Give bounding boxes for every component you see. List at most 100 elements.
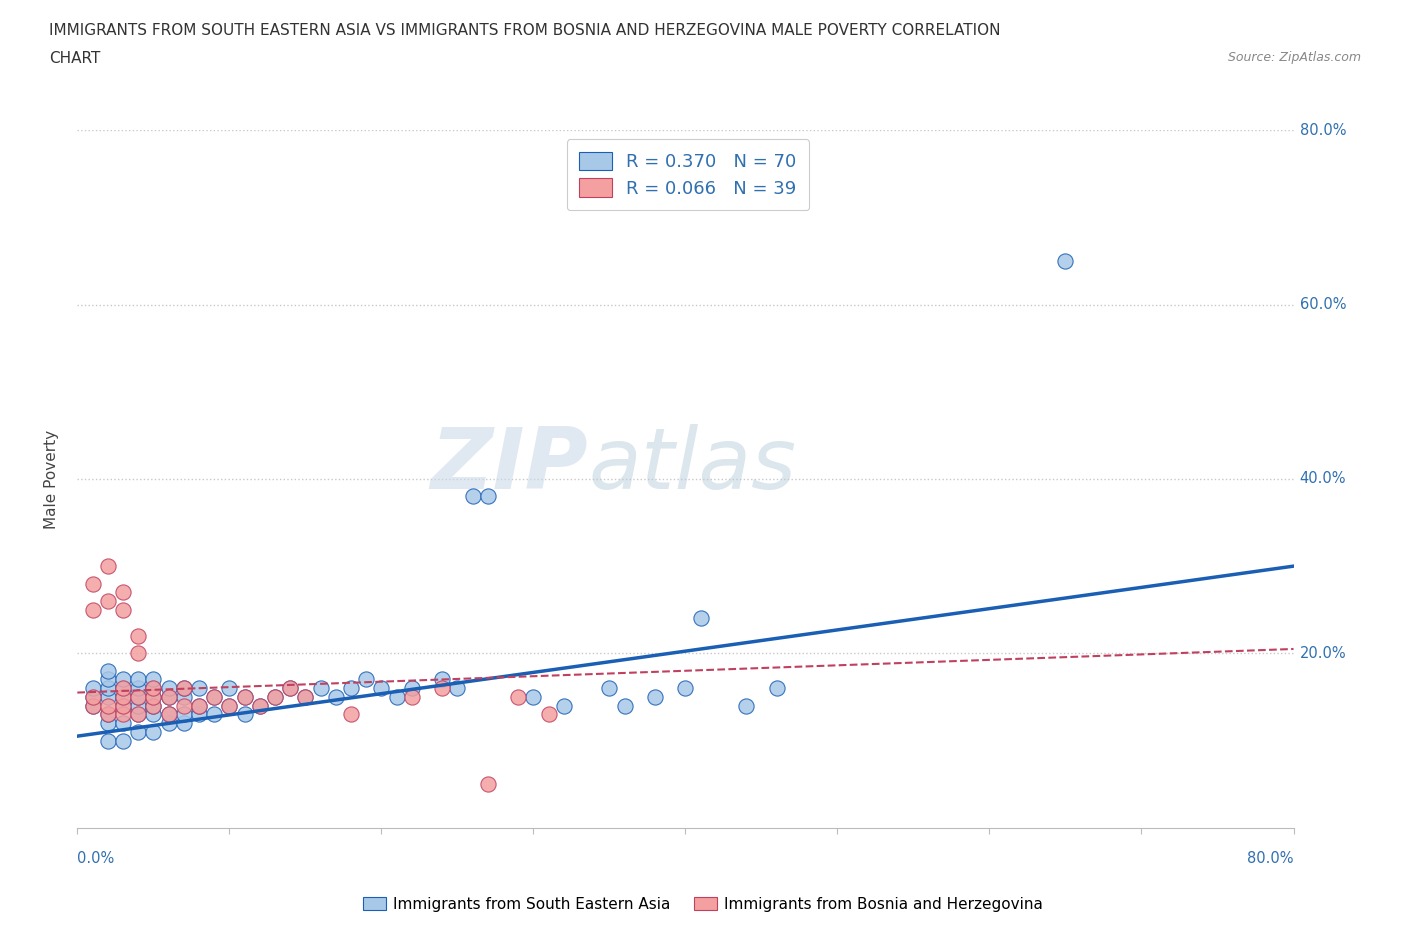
Point <box>127 646 149 661</box>
Point <box>127 689 149 704</box>
Point <box>233 707 256 722</box>
Point <box>127 689 149 704</box>
Point <box>613 698 636 713</box>
Point <box>127 681 149 696</box>
Point <box>218 698 240 713</box>
Point <box>111 716 134 731</box>
Point <box>97 672 120 687</box>
Point <box>354 672 377 687</box>
Point <box>111 698 134 713</box>
Point <box>111 585 134 600</box>
Point <box>173 681 195 696</box>
Point <box>142 707 165 722</box>
Text: 40.0%: 40.0% <box>1299 472 1346 486</box>
Text: ZIP: ZIP <box>430 423 588 507</box>
Point <box>446 681 468 696</box>
Point <box>97 689 120 704</box>
Point <box>97 716 120 731</box>
Text: atlas: atlas <box>588 423 796 507</box>
Point <box>97 733 120 748</box>
Point <box>173 716 195 731</box>
Text: 80.0%: 80.0% <box>1299 123 1346 138</box>
Point <box>249 698 271 713</box>
Point <box>689 611 711 626</box>
Point <box>111 707 134 722</box>
Point <box>278 681 301 696</box>
Point <box>173 698 195 713</box>
Point <box>173 707 195 722</box>
Point <box>340 707 363 722</box>
Point <box>142 698 165 713</box>
Point <box>157 689 180 704</box>
Point <box>249 698 271 713</box>
Point <box>111 603 134 618</box>
Point <box>157 681 180 696</box>
Point <box>325 689 347 704</box>
Point <box>111 681 134 696</box>
Point <box>675 681 697 696</box>
Point <box>188 698 211 713</box>
Point <box>97 593 120 608</box>
Point <box>142 724 165 739</box>
Point <box>97 707 120 722</box>
Point <box>340 681 363 696</box>
Text: 60.0%: 60.0% <box>1299 297 1346 312</box>
Point <box>127 698 149 713</box>
Point <box>188 707 211 722</box>
Point <box>401 689 423 704</box>
Point <box>157 707 180 722</box>
Text: 80.0%: 80.0% <box>1247 851 1294 866</box>
Point <box>644 689 666 704</box>
Point <box>97 698 120 713</box>
Point <box>97 663 120 678</box>
Point <box>157 716 180 731</box>
Point <box>553 698 575 713</box>
Point <box>142 681 165 696</box>
Point <box>202 707 225 722</box>
Point <box>111 689 134 704</box>
Point <box>477 489 499 504</box>
Point <box>142 689 165 704</box>
Point <box>233 689 256 704</box>
Point <box>477 777 499 791</box>
Point <box>82 603 104 618</box>
Point <box>142 672 165 687</box>
Text: IMMIGRANTS FROM SOUTH EASTERN ASIA VS IMMIGRANTS FROM BOSNIA AND HERZEGOVINA MAL: IMMIGRANTS FROM SOUTH EASTERN ASIA VS IM… <box>49 23 1001 38</box>
Point <box>97 707 120 722</box>
Point <box>127 707 149 722</box>
Text: CHART: CHART <box>49 51 101 66</box>
Point <box>430 681 453 696</box>
Point <box>401 681 423 696</box>
Point <box>127 672 149 687</box>
Legend: R = 0.370   N = 70, R = 0.066   N = 39: R = 0.370 N = 70, R = 0.066 N = 39 <box>567 140 810 210</box>
Point <box>430 672 453 687</box>
Point <box>111 689 134 704</box>
Point <box>264 689 287 704</box>
Point <box>202 689 225 704</box>
Point <box>82 576 104 591</box>
Point <box>111 672 134 687</box>
Point <box>173 689 195 704</box>
Point <box>82 698 104 713</box>
Point <box>294 689 316 704</box>
Point <box>1054 254 1077 269</box>
Point <box>127 707 149 722</box>
Point <box>157 707 180 722</box>
Point <box>264 689 287 704</box>
Text: Source: ZipAtlas.com: Source: ZipAtlas.com <box>1227 51 1361 64</box>
Point <box>218 681 240 696</box>
Point <box>97 559 120 574</box>
Point <box>173 681 195 696</box>
Point <box>765 681 787 696</box>
Point <box>385 689 408 704</box>
Y-axis label: Male Poverty: Male Poverty <box>44 430 59 528</box>
Point <box>309 681 332 696</box>
Point <box>508 689 530 704</box>
Point <box>370 681 392 696</box>
Point <box>97 681 120 696</box>
Point <box>188 681 211 696</box>
Point <box>157 689 180 704</box>
Point <box>218 698 240 713</box>
Point <box>82 689 104 704</box>
Point <box>142 689 165 704</box>
